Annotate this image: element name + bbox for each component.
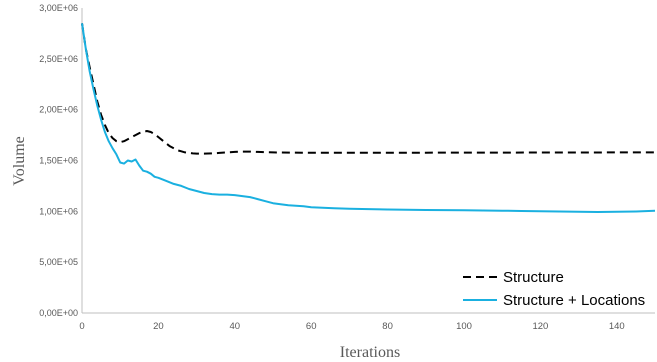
y-tick-label: 2,00E+06 <box>39 105 78 115</box>
x-axis-title: Iterations <box>340 344 400 361</box>
legend-label-structure-locations: Structure + Locations <box>503 292 645 309</box>
legend-label-structure: Structure <box>503 269 564 286</box>
y-tick-label: 1,00E+06 <box>39 206 78 216</box>
x-tick-label: 140 <box>609 321 625 332</box>
x-tick-label: 120 <box>532 321 548 332</box>
x-tick-label: 40 <box>230 321 241 332</box>
x-tick-label: 0 <box>79 321 84 332</box>
x-tick-labels: 0 20 40 60 80 100 120 140 <box>79 321 624 332</box>
y-tick-label: 0,00E+00 <box>39 308 78 318</box>
series-line-structure <box>81 23 655 155</box>
x-tick-label: 80 <box>382 321 393 332</box>
y-tick-label: 1,50E+06 <box>39 156 78 166</box>
x-tick-label: 20 <box>153 321 164 332</box>
y-tick-label: 2,50E+06 <box>39 54 78 64</box>
y-tick-label: 5,00E+05 <box>39 257 78 267</box>
x-tick-label: 60 <box>306 321 317 332</box>
y-axis-title: Volume <box>11 136 28 185</box>
x-tick-label: 100 <box>456 321 472 332</box>
y-tick-label: 3,00E+06 <box>39 3 78 13</box>
series-lines <box>81 23 656 213</box>
y-tick-labels: 0,00E+00 5,00E+05 1,00E+06 1,50E+06 2,00E+06… <box>39 3 78 318</box>
series-line-structure-locations <box>81 23 656 213</box>
axes <box>81 8 655 314</box>
legend: Structure Structure + Locations <box>463 269 645 309</box>
